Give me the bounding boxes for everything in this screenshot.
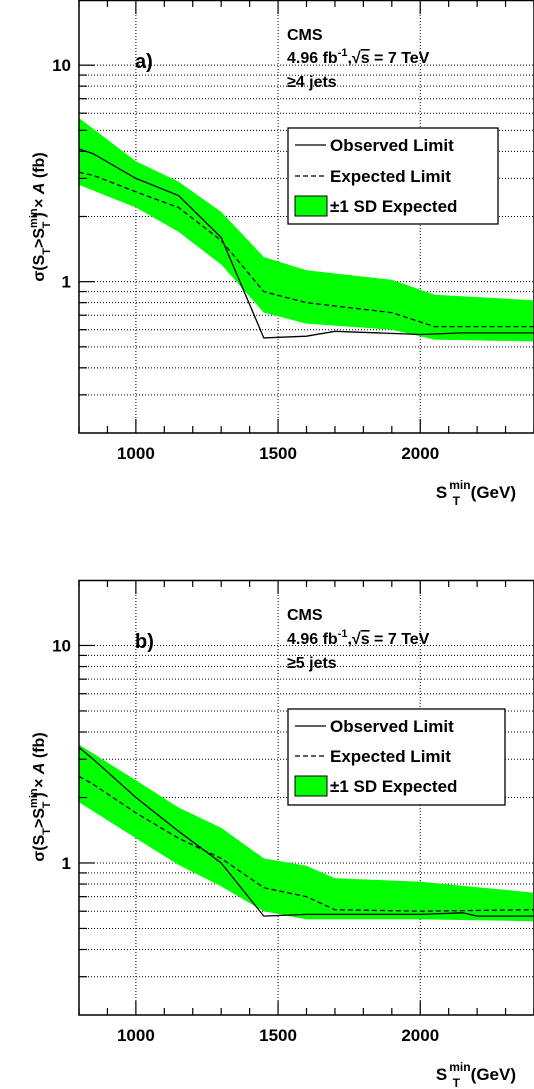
x-tick-label: 2000 — [401, 1026, 439, 1045]
expected-band — [79, 118, 534, 342]
y-tick-label: 10 — [52, 636, 71, 655]
chart-panel-a: 1000 1500 2000 1 10 S min T (GeV) σ(ST>SminT) × … — [28, 0, 534, 508]
x-tick-label: 1000 — [117, 1026, 155, 1045]
plot-area — [79, 744, 534, 922]
y-tick-label: 10 — [52, 56, 71, 75]
expected-limit-line — [79, 775, 534, 912]
cms-label: CMS — [287, 607, 323, 624]
legend-swatch-band — [294, 195, 328, 217]
y-axis-label: σ(ST>SminT) × A (fb) — [28, 732, 53, 861]
panel-label: a) — [135, 51, 153, 73]
jet-multiplicity-label: ≥5 jets — [287, 655, 337, 672]
x-tick-label: 2000 — [401, 444, 439, 463]
y-axis-label: σ(ST>SminT) × A (fb) — [28, 152, 53, 281]
legend: Observed Limit Expected Limit ±1 SD Expect… — [287, 708, 506, 806]
x-tick-label: 1000 — [117, 444, 155, 463]
legend-label: Observed Limit — [330, 136, 454, 155]
panel-label: b) — [135, 631, 154, 653]
y-tick-label: 1 — [62, 854, 71, 873]
legend-label: Expected Limit — [330, 747, 451, 766]
chart-panel-b: 1000 1500 2000 1 10 S min T (GeV) σ(ST>SminT) × … — [28, 579, 534, 1089]
legend-label: Observed Limit — [330, 717, 454, 736]
grid-lines — [79, 580, 534, 1015]
legend-swatch-band — [294, 775, 328, 797]
observed-limit-line — [79, 148, 534, 339]
expected-limit-line — [79, 171, 534, 328]
x-tick-label: 1500 — [259, 444, 297, 463]
x-tick-label: 1500 — [259, 1026, 297, 1045]
jet-multiplicity-label: ≥4 jets — [287, 74, 337, 91]
legend: Observed Limit Expected Limit ±1 SD Expect… — [287, 127, 499, 225]
legend-label: ±1 SD Expected — [330, 197, 457, 216]
cms-label: CMS — [287, 27, 323, 44]
luminosity-label: 4.96 fb-1,√s = 7 TeV — [287, 47, 430, 67]
legend-label: Expected Limit — [330, 167, 451, 186]
y-tick-label: 1 — [62, 273, 71, 292]
luminosity-label: 4.96 fb-1,√s = 7 TeV — [287, 628, 430, 648]
legend-label: ±1 SD Expected — [330, 777, 457, 796]
observed-limit-line — [79, 746, 534, 917]
plot-area — [79, 118, 534, 342]
